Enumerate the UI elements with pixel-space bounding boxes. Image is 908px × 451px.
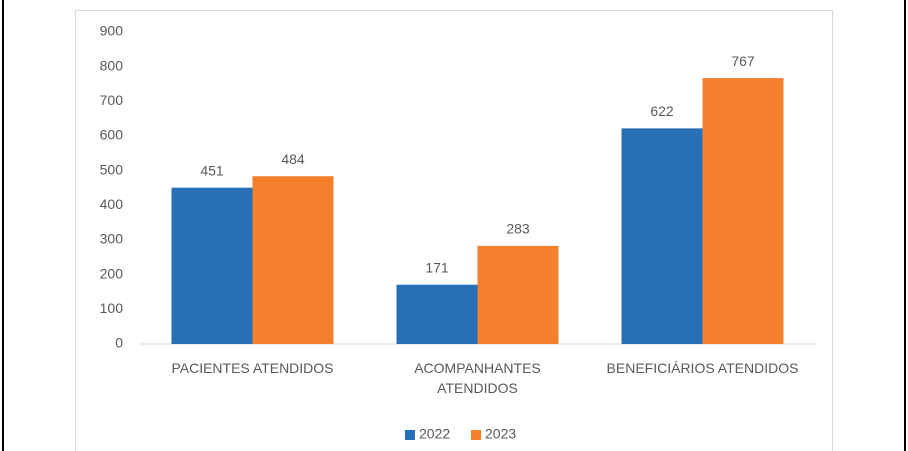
bar — [621, 128, 703, 344]
legend-swatch — [405, 430, 415, 440]
bar — [396, 284, 478, 344]
x-tick-label: BENEFICIÁRIOS ATENDIDOS — [606, 360, 799, 376]
y-tick-label: 900 — [100, 23, 124, 39]
data-label: 484 — [281, 151, 305, 167]
y-tick-label: 700 — [100, 92, 124, 108]
y-tick-label: 100 — [100, 300, 124, 316]
bar — [171, 187, 253, 344]
y-tick-label: 400 — [100, 196, 124, 212]
data-label: 622 — [650, 103, 674, 119]
bar — [702, 78, 784, 345]
y-tick-label: 600 — [100, 127, 124, 143]
x-tick-label-box: BENEFICIÁRIOS ATENDIDOS — [606, 360, 799, 376]
chart-border — [75, 10, 833, 451]
legend-swatch — [471, 430, 481, 440]
data-label: 171 — [425, 259, 449, 275]
x-tick-label: PACIENTES ATENDIDOS — [171, 360, 334, 376]
y-tick-label: 200 — [100, 265, 124, 281]
y-tick-label: 500 — [100, 161, 124, 177]
bar — [252, 176, 334, 344]
data-label: 451 — [200, 162, 224, 178]
data-label: 283 — [506, 221, 530, 237]
y-tick-label: 300 — [100, 231, 124, 247]
x-tick-label-box: ACOMPANHANTES ATENDIDOS — [414, 360, 541, 396]
data-label: 767 — [731, 53, 755, 69]
legend-label: 2022 — [419, 426, 450, 442]
y-tick-label: 0 — [115, 335, 123, 351]
y-tick-label: 800 — [100, 57, 124, 73]
x-tick-label-box: PACIENTES ATENDIDOS — [171, 360, 334, 376]
legend-label: 2023 — [485, 426, 516, 442]
bar — [477, 245, 559, 344]
x-tick-label: ACOMPANHANTES ATENDIDOS — [414, 360, 541, 396]
